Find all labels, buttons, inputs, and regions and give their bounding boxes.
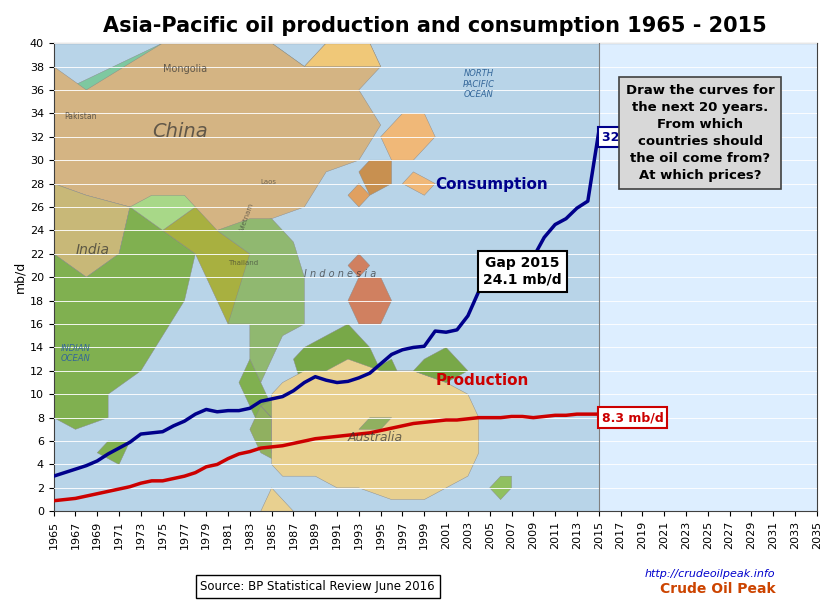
Text: India: India (75, 243, 110, 257)
Text: Draw the curves for
the next 20 years.
From which
countries should
the oil come : Draw the curves for the next 20 years. F… (626, 84, 775, 182)
Text: Consumption: Consumption (436, 177, 548, 192)
Text: Mongolia: Mongolia (163, 65, 207, 75)
Text: I n d o n e s i a: I n d o n e s i a (304, 269, 377, 279)
Polygon shape (261, 488, 294, 523)
Polygon shape (380, 113, 436, 160)
Polygon shape (64, 43, 304, 113)
Polygon shape (490, 476, 512, 500)
Text: Thailand: Thailand (228, 261, 258, 267)
Polygon shape (54, 207, 196, 429)
Polygon shape (359, 160, 392, 195)
Polygon shape (271, 359, 478, 500)
Polygon shape (261, 383, 457, 464)
Polygon shape (359, 359, 403, 406)
Polygon shape (250, 394, 304, 464)
Text: Pakistan: Pakistan (64, 112, 97, 121)
Polygon shape (54, 184, 130, 277)
Polygon shape (130, 195, 196, 230)
Bar (599, 43, 817, 511)
Polygon shape (97, 441, 130, 464)
Polygon shape (403, 172, 436, 195)
Polygon shape (239, 359, 282, 453)
Text: NORTH
PACIFIC
OCEAN: NORTH PACIFIC OCEAN (463, 69, 495, 99)
Polygon shape (217, 219, 304, 383)
Text: Laos: Laos (261, 179, 276, 185)
Text: Gap 2015
24.1 mb/d: Gap 2015 24.1 mb/d (483, 256, 562, 286)
Polygon shape (413, 347, 468, 383)
Y-axis label: mb/d: mb/d (14, 261, 27, 293)
Text: 8.3 mb/d: 8.3 mb/d (602, 411, 664, 424)
Polygon shape (304, 43, 380, 67)
Text: 32.4 mb/d: 32.4 mb/d (602, 130, 672, 144)
Text: Crude Oil Peak: Crude Oil Peak (660, 582, 775, 596)
Polygon shape (163, 207, 250, 324)
Polygon shape (54, 43, 380, 254)
Text: Australia: Australia (348, 431, 403, 444)
Polygon shape (294, 429, 359, 464)
Polygon shape (294, 324, 380, 406)
Text: INDIAN
OCEAN: INDIAN OCEAN (60, 344, 90, 363)
Polygon shape (348, 184, 370, 207)
Text: http://crudeoilpeak.info: http://crudeoilpeak.info (644, 569, 775, 579)
Polygon shape (348, 254, 370, 277)
Text: China: China (152, 122, 208, 140)
Polygon shape (359, 418, 392, 429)
Text: Vietnam: Vietnam (239, 202, 255, 232)
Polygon shape (348, 277, 392, 324)
Title: Asia-Pacific oil production and consumption 1965 - 2015: Asia-Pacific oil production and consumpt… (103, 16, 767, 36)
Text: Production: Production (436, 373, 529, 388)
Text: Source: BP Statistical Review June 2016: Source: BP Statistical Review June 2016 (200, 580, 435, 593)
